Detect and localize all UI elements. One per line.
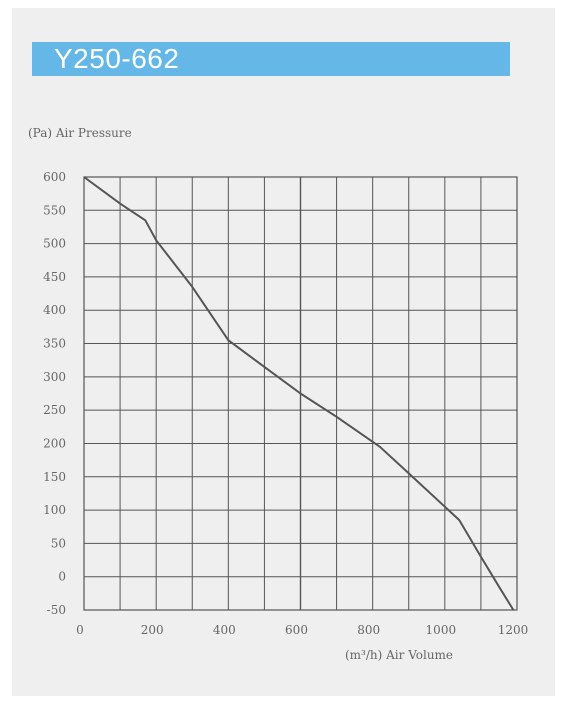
- y-tick-label: 450: [43, 270, 66, 284]
- chart-title: Y250-662: [54, 43, 180, 74]
- y-tick-label: 300: [43, 370, 66, 384]
- x-tick-label: 800: [357, 623, 380, 637]
- y-tick-label: 200: [43, 436, 66, 450]
- y-tick-label: 550: [43, 203, 66, 217]
- pressure-curve: [83, 176, 515, 611]
- y-tick-label: -50: [47, 603, 66, 617]
- chart-card: [12, 8, 555, 696]
- y-tick-label: 400: [43, 303, 66, 317]
- y-tick-label: 350: [43, 337, 66, 351]
- x-axis-label: (m³/h) Air Volume: [345, 648, 454, 662]
- x-tick-label: 1200: [498, 623, 529, 637]
- x-tick-label: 1000: [426, 623, 457, 637]
- y-tick-label: 100: [43, 503, 66, 517]
- x-tick-label: 600: [285, 623, 308, 637]
- y-tick-label: 150: [43, 470, 66, 484]
- y-tick-label: 50: [51, 536, 66, 550]
- plot-border: [83, 176, 518, 611]
- y-tick-label: 500: [43, 237, 66, 251]
- x-tick-label: 200: [141, 623, 164, 637]
- y-tick-label: 0: [58, 570, 66, 584]
- x-tick-label: 400: [213, 623, 236, 637]
- y-tick-label: 250: [43, 403, 66, 417]
- title-bar: Y250-662: [32, 42, 510, 76]
- y-tick-label: 600: [43, 170, 66, 184]
- x-tick-label: 0: [76, 623, 84, 637]
- y-axis-label: (Pa) Air Pressure: [28, 126, 132, 140]
